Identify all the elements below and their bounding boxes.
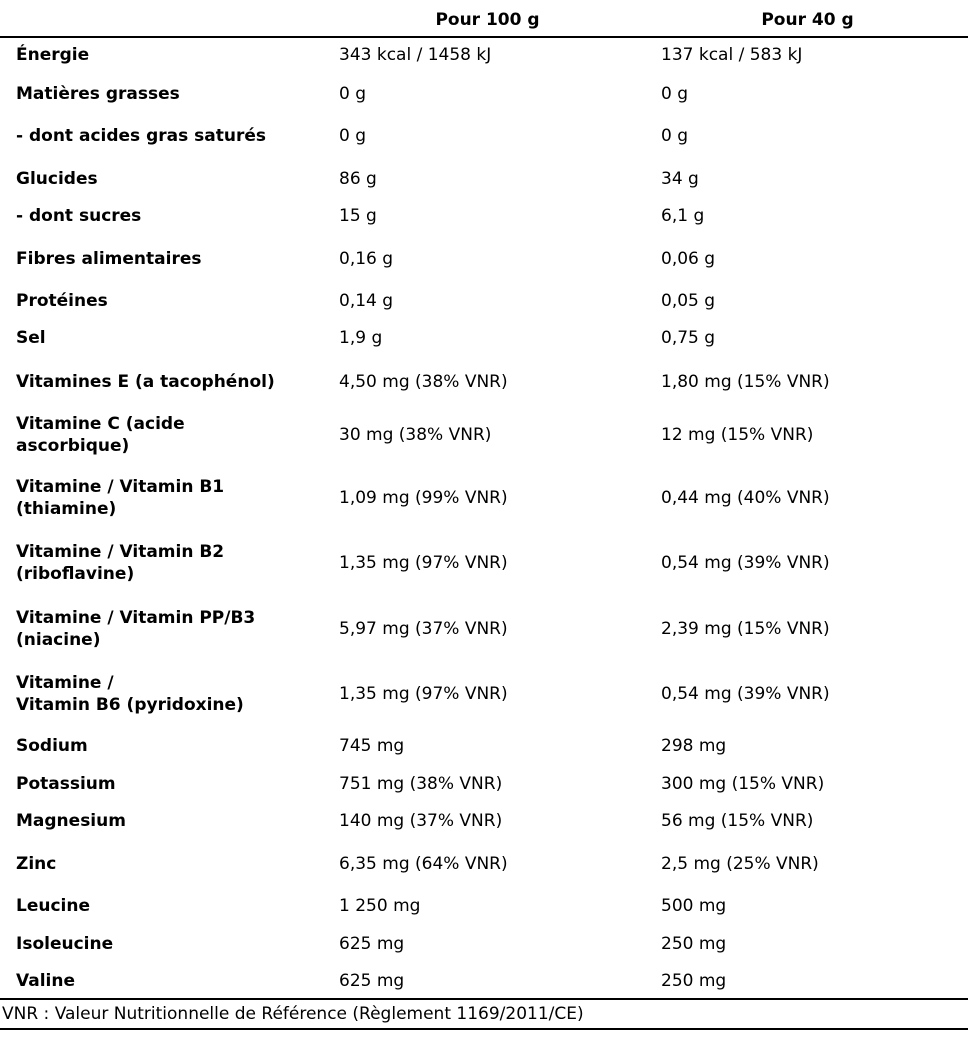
row-label: Vitamine / Vitamin B2 (riboflavine) (16, 542, 225, 584)
value-100g: 86 g (339, 169, 377, 189)
row-label: Vitamines E (a tacophénol) (16, 372, 275, 392)
value-40g: 300 mg (15% VNR) (661, 774, 825, 794)
value-100g: 15 g (339, 206, 377, 226)
value-40g: 34 g (661, 169, 699, 189)
value-100g: 751 mg (38% VNR) (339, 774, 503, 794)
row-label: Valine (16, 971, 75, 991)
value-40g: 0 g (661, 126, 689, 146)
row-label: Énergie (16, 45, 90, 65)
footnote-rule-top (0, 998, 968, 1000)
row-label: Vitamine / Vitamin B6 (pyridoxine) (16, 673, 244, 715)
value-40g: 0,75 g (661, 328, 716, 348)
value-100g: 0,16 g (339, 249, 394, 269)
value-100g: 1,35 mg (97% VNR) (339, 553, 508, 573)
row-label: Vitamine C (acide ascorbique) (16, 414, 185, 456)
value-100g: 5,97 mg (37% VNR) (339, 619, 508, 639)
value-100g: 625 mg (339, 934, 405, 954)
value-100g: 30 mg (38% VNR) (339, 425, 492, 445)
row-label: - dont sucres (16, 206, 142, 226)
value-100g: 745 mg (339, 736, 405, 756)
value-40g: 2,5 mg (25% VNR) (661, 854, 819, 874)
value-40g: 2,39 mg (15% VNR) (661, 619, 830, 639)
value-100g: 1,35 mg (97% VNR) (339, 684, 508, 704)
value-40g: 0,06 g (661, 249, 716, 269)
value-40g: 0,44 mg (40% VNR) (661, 488, 830, 508)
value-100g: 1 250 mg (339, 896, 421, 916)
value-40g: 0,05 g (661, 291, 716, 311)
row-label: Matières grasses (16, 84, 180, 104)
value-40g: 0,54 mg (39% VNR) (661, 553, 830, 573)
footnote-rule-bottom (0, 1028, 968, 1030)
row-label: Isoleucine (16, 934, 114, 954)
row-label: Magnesium (16, 811, 126, 831)
value-100g: 0,14 g (339, 291, 394, 311)
value-40g: 137 kcal / 583 kJ (661, 45, 803, 65)
value-40g: 6,1 g (661, 206, 705, 226)
value-100g: 4,50 mg (38% VNR) (339, 372, 508, 392)
value-100g: 0 g (339, 84, 367, 104)
value-40g: 250 mg (661, 934, 727, 954)
row-label: Leucine (16, 896, 91, 916)
value-40g: 500 mg (661, 896, 727, 916)
column-header-40g: Pour 40 g (761, 10, 854, 30)
value-100g: 1,9 g (339, 328, 383, 348)
header-rule (0, 36, 968, 38)
row-label: Vitamine / Vitamin PP/B3 (niacine) (16, 608, 256, 650)
row-label: Glucides (16, 169, 98, 189)
row-label: - dont acides gras saturés (16, 126, 266, 146)
value-40g: 250 mg (661, 971, 727, 991)
row-label: Sodium (16, 736, 88, 756)
value-100g: 1,09 mg (99% VNR) (339, 488, 508, 508)
value-100g: 140 mg (37% VNR) (339, 811, 503, 831)
row-label: Zinc (16, 854, 57, 874)
row-label: Fibres alimentaires (16, 249, 202, 269)
row-label: Potassium (16, 774, 116, 794)
value-40g: 56 mg (15% VNR) (661, 811, 814, 831)
value-40g: 12 mg (15% VNR) (661, 425, 814, 445)
value-100g: 0 g (339, 126, 367, 146)
row-label: Vitamine / Vitamin B1 (thiamine) (16, 477, 225, 519)
row-label: Sel (16, 328, 46, 348)
value-100g: 343 kcal / 1458 kJ (339, 45, 492, 65)
value-40g: 1,80 mg (15% VNR) (661, 372, 830, 392)
column-header-100g: Pour 100 g (435, 10, 540, 30)
value-40g: 298 mg (661, 736, 727, 756)
footnote: VNR : Valeur Nutritionnelle de Référence… (2, 1004, 584, 1024)
value-100g: 6,35 mg (64% VNR) (339, 854, 508, 874)
value-100g: 625 mg (339, 971, 405, 991)
row-label: Protéines (16, 291, 108, 311)
table-header: Pour 100 g Pour 40 g (0, 0, 970, 36)
value-40g: 0,54 mg (39% VNR) (661, 684, 830, 704)
value-40g: 0 g (661, 84, 689, 104)
